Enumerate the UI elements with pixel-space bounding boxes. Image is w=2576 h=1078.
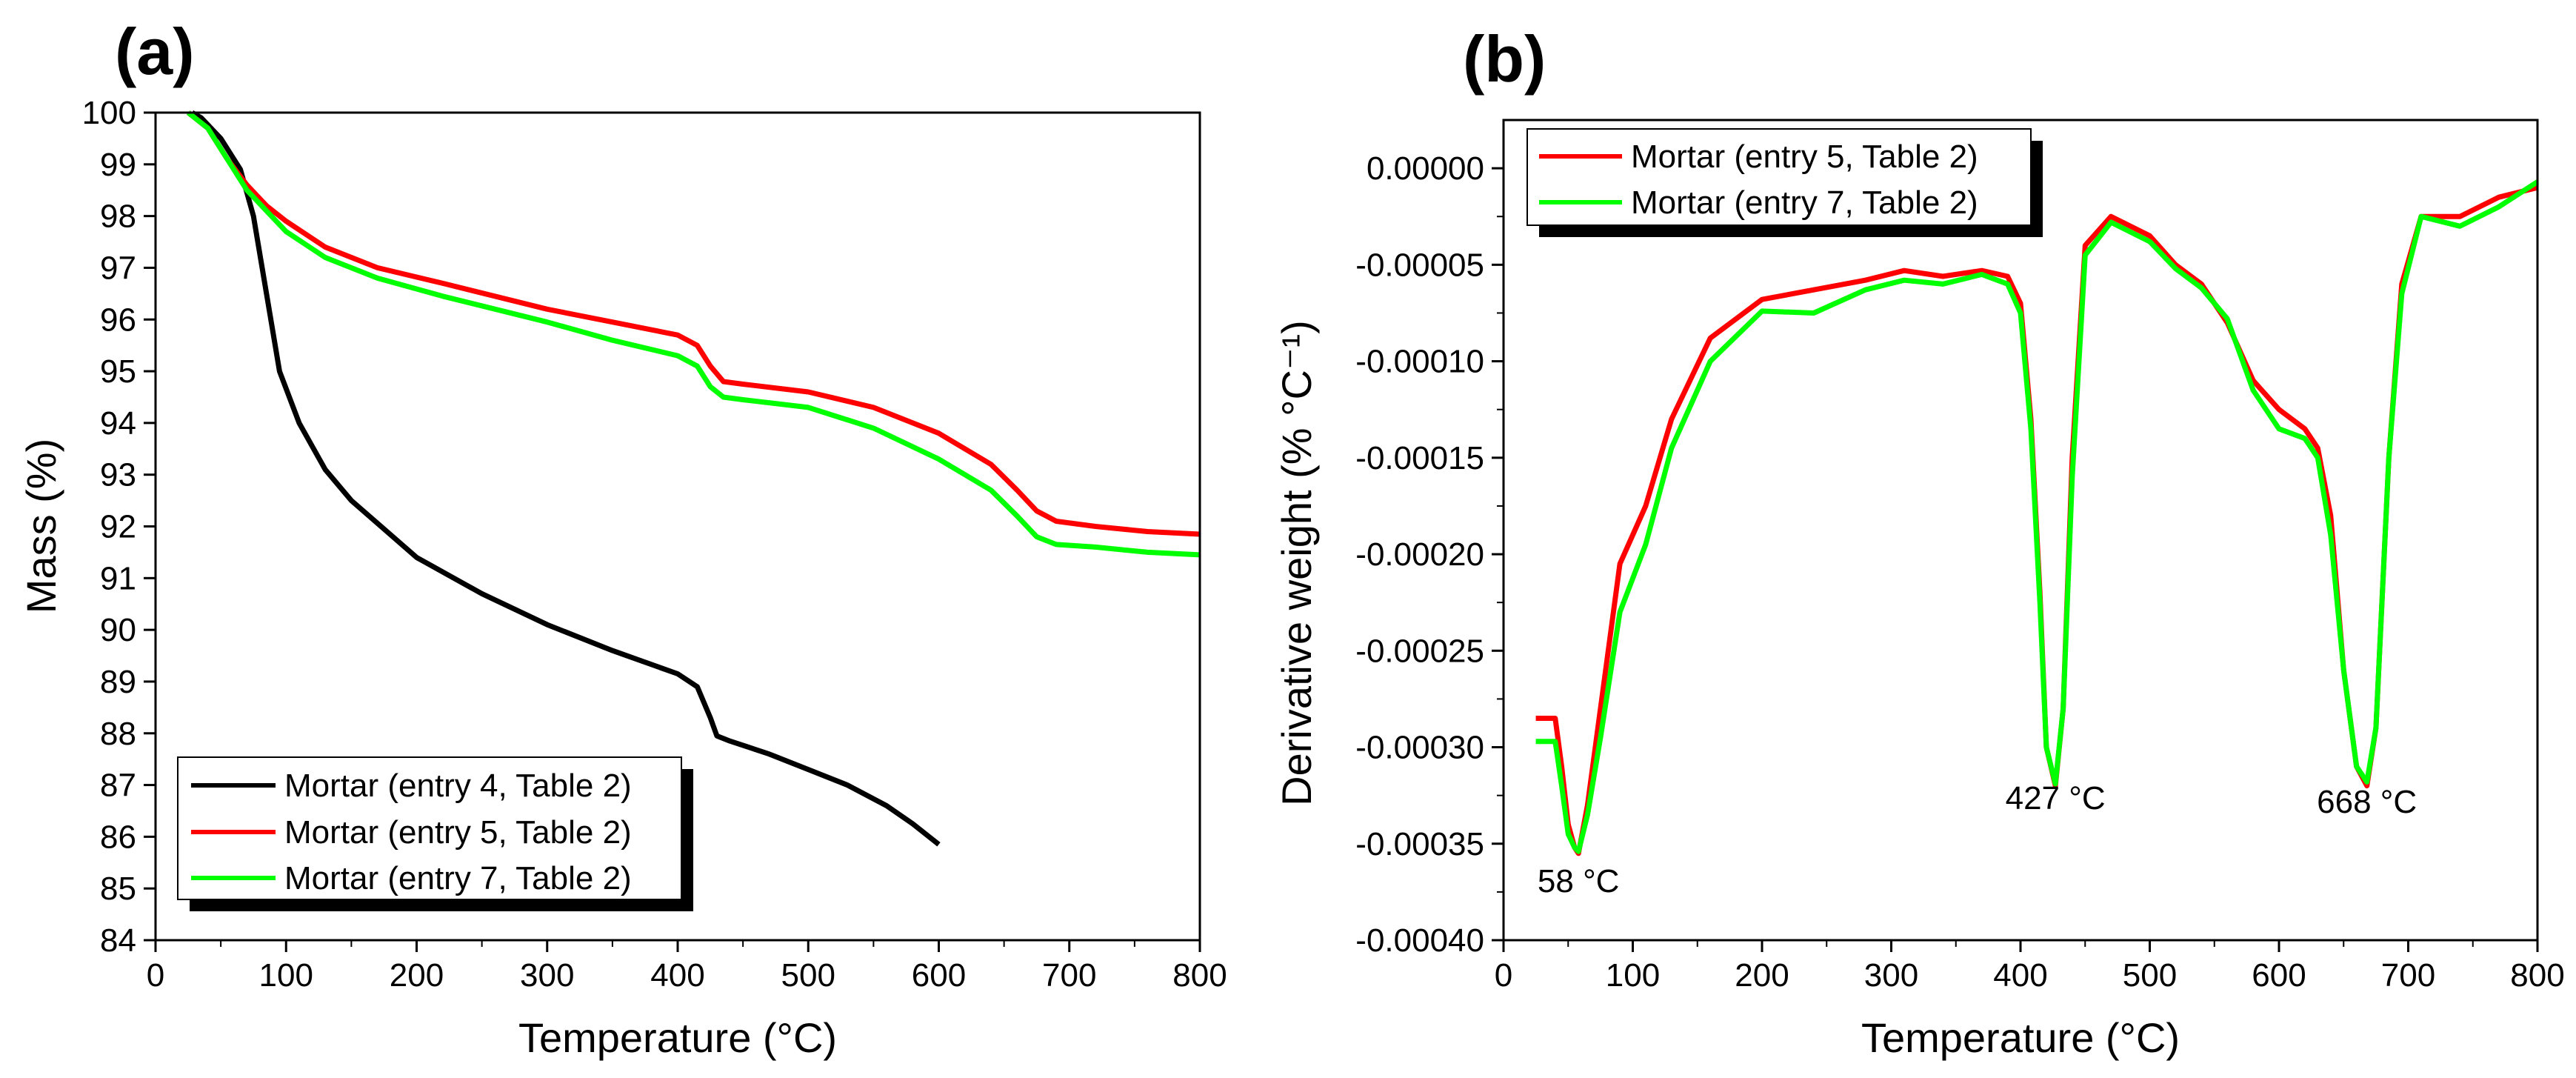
x-tick-label: 200 bbox=[1735, 957, 1789, 994]
y-tick-label: 98 bbox=[100, 199, 136, 235]
y-tick-label: 85 bbox=[100, 871, 136, 907]
x-tick-label: 300 bbox=[520, 957, 574, 994]
panel-a-label: (a) bbox=[115, 15, 195, 88]
panel-b-label: (b) bbox=[1463, 22, 1546, 96]
x-tick-label: 300 bbox=[1864, 957, 1918, 994]
peak-annotation: 668 °C bbox=[2317, 784, 2417, 820]
x-tick-label: 600 bbox=[912, 957, 966, 994]
panel-a: (a) 0 100 200 300 400 500 600 700 800 84 85 86 87 88 8… bbox=[18, 15, 1227, 1061]
y-tick-label: 91 bbox=[100, 560, 136, 596]
x-tick-label: 500 bbox=[781, 957, 835, 994]
panel-a-x-axis-title: Temperature (°C) bbox=[518, 1014, 837, 1061]
y-tick-label: 92 bbox=[100, 509, 136, 545]
series-line-mortar-entry-4-table-2 bbox=[190, 110, 941, 847]
legend-label-entry-5: Mortar (entry 5, Table 2) bbox=[284, 814, 632, 851]
x-tick-label: 800 bbox=[1172, 957, 1227, 994]
y-tick-label: 93 bbox=[100, 457, 136, 493]
panel-b-y-axis-title: Derivative weight (% °C⁻¹) bbox=[1273, 320, 1320, 806]
legend-label-entry-5: Mortar (entry 5, Table 2) bbox=[1631, 139, 1978, 175]
y-tick-label: 100 bbox=[82, 95, 136, 131]
y-tick-label: -0.00010 bbox=[1355, 344, 1484, 380]
panel-b-legend-box bbox=[1526, 128, 2032, 226]
x-tick-label: 600 bbox=[2252, 957, 2306, 994]
panel-a-y-axis-title: Mass (%) bbox=[18, 439, 64, 613]
y-tick-label: -0.00040 bbox=[1355, 922, 1484, 959]
y-tick-label: 84 bbox=[100, 922, 136, 959]
y-tick-label: -0.00030 bbox=[1355, 730, 1484, 766]
series-line-mortar-entry-7-table-2 bbox=[1535, 179, 2539, 854]
y-tick-label: -0.00015 bbox=[1355, 440, 1484, 476]
x-tick-label: 500 bbox=[2123, 957, 2177, 994]
panel-a-legend: Mortar (entry 4, Table 2) Mortar (entry … bbox=[177, 756, 693, 911]
legend-label-entry-4: Mortar (entry 4, Table 2) bbox=[284, 768, 632, 804]
series-line-mortar-entry-5-table-2 bbox=[186, 110, 1201, 537]
y-tick-label: 95 bbox=[100, 353, 136, 390]
peak-annotation: 58 °C bbox=[1538, 863, 1620, 899]
peak-annotation: 427 °C bbox=[2006, 780, 2106, 816]
y-tick-label: -0.00035 bbox=[1355, 826, 1484, 862]
x-tick-label: 0 bbox=[1495, 957, 1512, 994]
y-tick-label: 0.00000 bbox=[1367, 150, 1484, 187]
x-tick-label: 100 bbox=[1606, 957, 1660, 994]
legend-label-entry-7: Mortar (entry 7, Table 2) bbox=[284, 860, 632, 896]
y-tick-label: 94 bbox=[100, 405, 136, 442]
y-tick-label: 86 bbox=[100, 819, 136, 855]
panel-b-x-axis-title: Temperature (°C) bbox=[1861, 1014, 2180, 1061]
x-tick-label: 100 bbox=[259, 957, 313, 994]
y-tick-label: 88 bbox=[100, 716, 136, 752]
x-tick-label: 400 bbox=[650, 957, 704, 994]
y-tick-label: 97 bbox=[100, 250, 136, 286]
y-tick-label: 87 bbox=[100, 768, 136, 804]
y-tick-label: 96 bbox=[100, 302, 136, 338]
x-tick-label: 700 bbox=[2381, 957, 2435, 994]
y-tick-label: 99 bbox=[100, 147, 136, 183]
x-tick-label: 400 bbox=[1993, 957, 2047, 994]
y-tick-label: -0.00005 bbox=[1355, 247, 1484, 283]
x-tick-label: 700 bbox=[1042, 957, 1096, 994]
y-tick-label: 89 bbox=[100, 664, 136, 700]
y-tick-label: -0.00025 bbox=[1355, 633, 1484, 669]
panel-b-legend: Mortar (entry 5, Table 2) Mortar (entry … bbox=[1526, 128, 2043, 237]
y-tick-label: 90 bbox=[100, 612, 136, 648]
x-tick-label: 0 bbox=[147, 957, 164, 994]
legend-label-entry-7: Mortar (entry 7, Table 2) bbox=[1631, 184, 1978, 221]
x-tick-label: 200 bbox=[390, 957, 444, 994]
series-line-mortar-entry-7-table-2 bbox=[186, 110, 1201, 558]
panel-b: (b) 0 100 200 300 400 500 600 700 800 0.00000 -0.0… bbox=[1273, 22, 2565, 1061]
x-tick-label: 800 bbox=[2510, 957, 2564, 994]
y-tick-label: -0.00020 bbox=[1355, 536, 1484, 573]
